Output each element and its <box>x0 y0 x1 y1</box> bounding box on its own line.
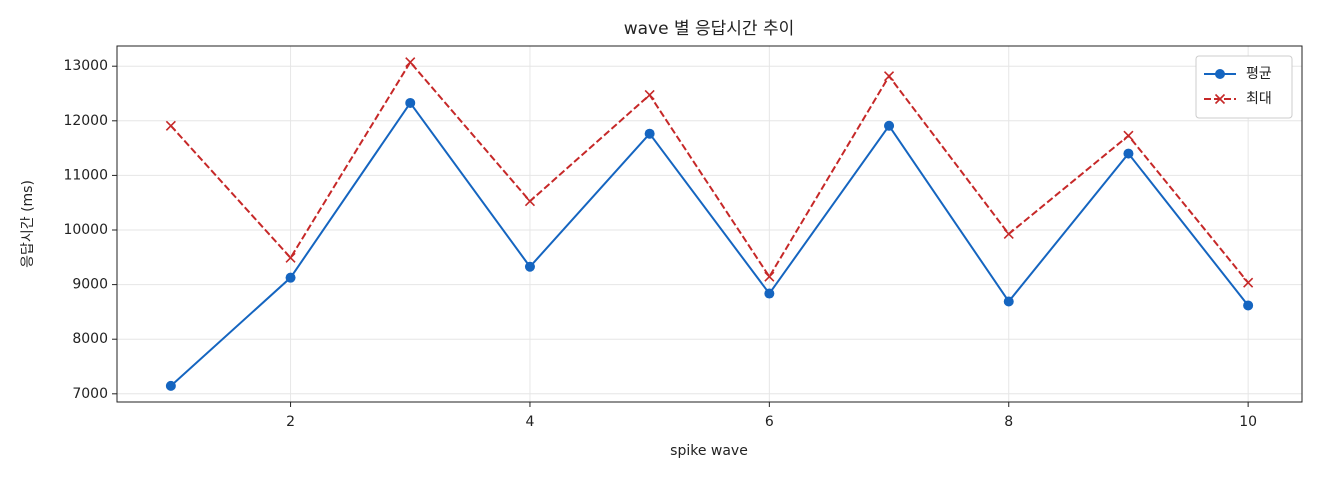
y-tick-label: 12000 <box>63 113 108 129</box>
x-tick-label: 10 <box>1239 414 1257 430</box>
legend-box <box>1195 55 1293 119</box>
data-point <box>644 89 655 101</box>
data-point <box>1123 148 1134 159</box>
data-point <box>1243 300 1254 311</box>
data-point <box>764 271 775 282</box>
x-tick-label: 8 <box>1004 414 1013 430</box>
legend-marker <box>1214 93 1226 105</box>
legend-label: 평균 <box>1246 66 1272 82</box>
data-point <box>1003 228 1014 240</box>
y-tick-label: 9000 <box>72 277 108 293</box>
data-point <box>405 57 416 68</box>
data-point <box>764 288 775 299</box>
y-tick-label: 8000 <box>72 331 108 347</box>
series-line <box>170 101 1249 387</box>
x-tick-label: 6 <box>765 414 774 430</box>
data-point <box>524 261 535 272</box>
data-point <box>884 120 895 131</box>
y-tick-label: 10000 <box>63 222 108 238</box>
y-axis-label: 응답시간 (ms) <box>20 180 36 268</box>
data-point <box>883 71 895 82</box>
y-tick-label: 11000 <box>63 167 108 183</box>
x-tick-label: 2 <box>286 414 295 430</box>
plot-frame <box>116 45 1303 403</box>
data-point <box>285 272 296 283</box>
data-point <box>1003 296 1014 307</box>
data-point <box>1243 277 1254 288</box>
series-line <box>170 60 1249 284</box>
y-tick-label: 13000 <box>63 58 108 74</box>
data-point <box>1123 130 1134 141</box>
x-tick-label: 4 <box>525 414 534 430</box>
legend-label: 최대 <box>1246 91 1272 107</box>
data-point <box>524 196 536 207</box>
data-point <box>405 97 416 108</box>
x-axis-label: spike wave <box>670 443 748 459</box>
chart-title: wave 별 응답시간 추이 <box>624 19 795 39</box>
data-point <box>285 252 296 263</box>
data-point <box>165 120 176 131</box>
legend-marker <box>1215 69 1225 79</box>
data-point <box>644 128 655 139</box>
y-tick-label: 7000 <box>72 386 108 402</box>
data-point <box>165 380 176 391</box>
